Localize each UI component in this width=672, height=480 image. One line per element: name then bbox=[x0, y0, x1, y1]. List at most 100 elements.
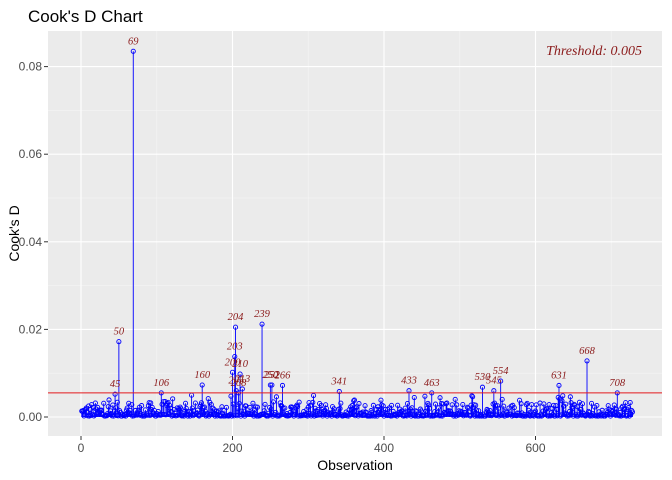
point-label: 631 bbox=[551, 370, 567, 381]
data-point bbox=[189, 405, 195, 411]
data-point bbox=[228, 393, 234, 399]
labeled-point bbox=[232, 354, 238, 360]
data-point bbox=[98, 407, 105, 413]
data-point bbox=[437, 395, 443, 401]
data-point bbox=[198, 400, 204, 406]
data-point bbox=[310, 399, 316, 406]
labeled-point bbox=[229, 369, 236, 375]
point-label: 208 bbox=[231, 378, 248, 389]
data-point bbox=[407, 406, 414, 412]
data-point bbox=[546, 402, 552, 408]
data-point bbox=[402, 405, 408, 411]
data-point bbox=[426, 405, 433, 411]
data-point bbox=[524, 400, 530, 406]
data-point bbox=[559, 398, 565, 404]
point-label: 239 bbox=[254, 309, 271, 320]
data-point bbox=[257, 413, 263, 419]
y-tick-label: 0.08 bbox=[19, 60, 43, 74]
data-point bbox=[276, 413, 283, 419]
data-point bbox=[210, 405, 216, 411]
data-point bbox=[187, 413, 193, 419]
data-point bbox=[84, 409, 90, 415]
point-label: 545 bbox=[486, 376, 502, 387]
data-point bbox=[195, 407, 201, 413]
data-point bbox=[618, 413, 624, 419]
data-point bbox=[470, 408, 476, 414]
data-point bbox=[511, 405, 517, 411]
point-label: 252 bbox=[264, 370, 281, 381]
point-label: 45 bbox=[110, 379, 121, 390]
x-tick-label: 600 bbox=[525, 441, 545, 455]
data-point bbox=[110, 402, 116, 408]
point-label: 204 bbox=[228, 312, 245, 323]
labeled-point bbox=[336, 389, 342, 395]
data-point bbox=[411, 394, 417, 401]
cooks-d-series bbox=[79, 48, 636, 419]
data-point bbox=[380, 403, 386, 409]
labeled-point bbox=[479, 384, 486, 390]
data-point bbox=[127, 407, 133, 414]
data-point bbox=[351, 398, 357, 404]
point-label: 69 bbox=[128, 36, 139, 47]
labeled-point bbox=[259, 321, 265, 327]
data-point bbox=[432, 401, 439, 407]
point-label: 433 bbox=[401, 376, 417, 387]
data-point bbox=[261, 408, 267, 414]
data-point bbox=[551, 402, 557, 408]
data-point bbox=[617, 409, 623, 416]
data-point bbox=[614, 406, 620, 412]
data-point bbox=[229, 413, 235, 419]
data-point bbox=[578, 406, 584, 412]
data-point bbox=[460, 401, 466, 408]
data-point bbox=[145, 412, 151, 418]
data-point bbox=[476, 408, 482, 414]
data-point bbox=[602, 413, 608, 419]
data-point bbox=[266, 410, 272, 416]
point-label: 530 bbox=[475, 372, 492, 383]
data-point bbox=[250, 400, 256, 406]
data-point bbox=[629, 409, 636, 415]
data-point bbox=[349, 402, 355, 409]
point-label: 463 bbox=[424, 378, 440, 389]
labeled-point bbox=[267, 382, 273, 388]
data-point bbox=[487, 407, 493, 414]
data-point bbox=[589, 400, 595, 406]
labeled-point bbox=[498, 378, 504, 384]
data-point bbox=[422, 393, 428, 399]
data-point bbox=[409, 405, 415, 411]
data-point bbox=[216, 408, 222, 414]
data-point bbox=[518, 401, 524, 407]
data-point bbox=[594, 402, 600, 409]
data-point bbox=[282, 405, 288, 411]
data-point bbox=[579, 401, 586, 407]
data-point bbox=[207, 411, 214, 417]
data-point bbox=[148, 400, 154, 406]
data-point bbox=[389, 402, 395, 408]
point-label: 200 bbox=[225, 357, 242, 368]
data-point bbox=[452, 396, 458, 402]
data-point bbox=[311, 392, 317, 399]
data-point bbox=[492, 402, 498, 408]
data-point bbox=[268, 406, 274, 412]
data-point bbox=[176, 407, 183, 413]
point-label: 554 bbox=[493, 366, 510, 377]
data-point bbox=[627, 400, 633, 406]
data-point bbox=[296, 399, 302, 405]
data-point bbox=[552, 413, 558, 419]
labeled-point bbox=[237, 371, 243, 377]
data-point bbox=[236, 400, 242, 406]
x-tick-label: 400 bbox=[374, 441, 394, 455]
data-point bbox=[370, 402, 376, 408]
data-point bbox=[247, 404, 253, 410]
labeled-point bbox=[556, 382, 562, 389]
data-point bbox=[426, 402, 432, 408]
data-point bbox=[470, 394, 476, 400]
data-point bbox=[292, 409, 298, 415]
labeled-point bbox=[130, 48, 136, 54]
data-point bbox=[163, 412, 169, 418]
data-point bbox=[567, 394, 573, 400]
labeled-point bbox=[279, 382, 286, 389]
point-label: 210 bbox=[232, 359, 249, 370]
point-label: 203 bbox=[227, 342, 243, 353]
data-point bbox=[139, 403, 145, 409]
